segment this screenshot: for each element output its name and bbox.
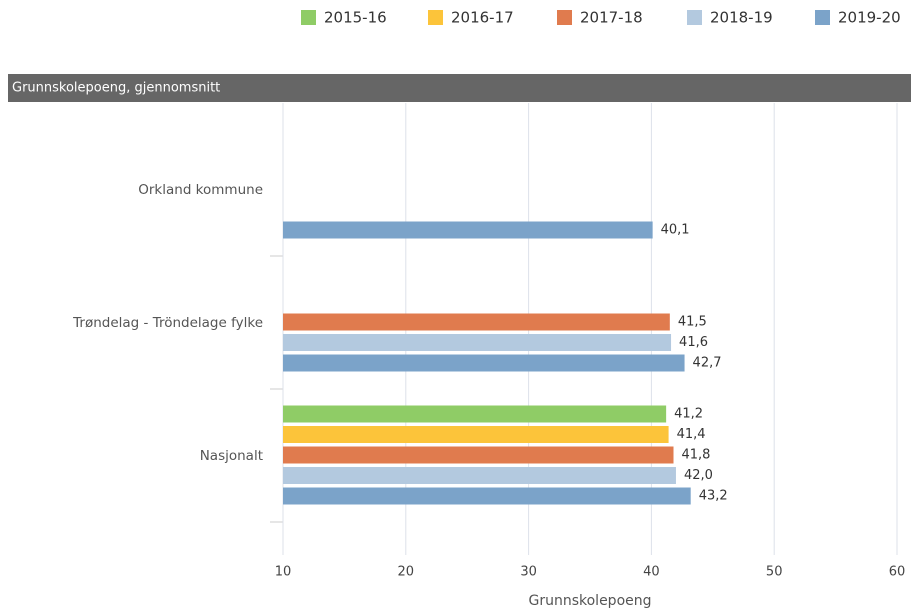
value-label: 41,8	[682, 448, 711, 463]
bar	[283, 334, 672, 351]
value-label: 42,7	[693, 356, 722, 371]
bar	[283, 405, 667, 423]
x-axis-title: Grunnskolepoeng	[528, 593, 651, 609]
bar	[283, 354, 685, 372]
x-tick-label: 20	[398, 565, 415, 580]
y-tick-label: Nasjonalt	[200, 448, 263, 464]
y-tick-label: Orkland kommune	[138, 182, 263, 198]
x-tick-label: 10	[275, 565, 292, 580]
value-label: 43,2	[699, 489, 728, 504]
bar	[283, 467, 676, 484]
legend-label: 2019-20	[838, 9, 901, 27]
legend-label: 2018-19	[710, 9, 773, 27]
legend-swatch	[301, 10, 316, 25]
y-tick-label: Trøndelag - Tröndelage fylke	[72, 315, 263, 331]
legend-label: 2016-17	[451, 9, 514, 27]
x-tick-label: 60	[889, 565, 906, 580]
value-label: 42,0	[684, 468, 713, 483]
legend-swatch	[557, 10, 572, 25]
value-label: 41,5	[678, 315, 707, 330]
legend-swatch	[428, 10, 443, 25]
legend-swatch	[687, 10, 702, 25]
bar	[283, 487, 691, 505]
value-label: 41,2	[674, 407, 703, 422]
value-label: 41,6	[679, 335, 708, 350]
value-label: 41,4	[677, 427, 706, 442]
value-label: 40,1	[661, 223, 690, 238]
x-tick-label: 30	[520, 565, 537, 580]
chart-title: Grunnskolepoeng, gjennomsnitt	[12, 81, 220, 96]
title-band	[8, 74, 911, 102]
x-tick-label: 40	[643, 565, 660, 580]
bar	[283, 313, 670, 331]
legend-label: 2017-18	[580, 9, 643, 27]
bar	[283, 446, 674, 464]
legend-label: 2015-16	[324, 9, 387, 27]
legend-swatch	[815, 10, 830, 25]
x-tick-label: 50	[766, 565, 783, 580]
bar	[283, 221, 653, 239]
bar	[283, 426, 669, 443]
